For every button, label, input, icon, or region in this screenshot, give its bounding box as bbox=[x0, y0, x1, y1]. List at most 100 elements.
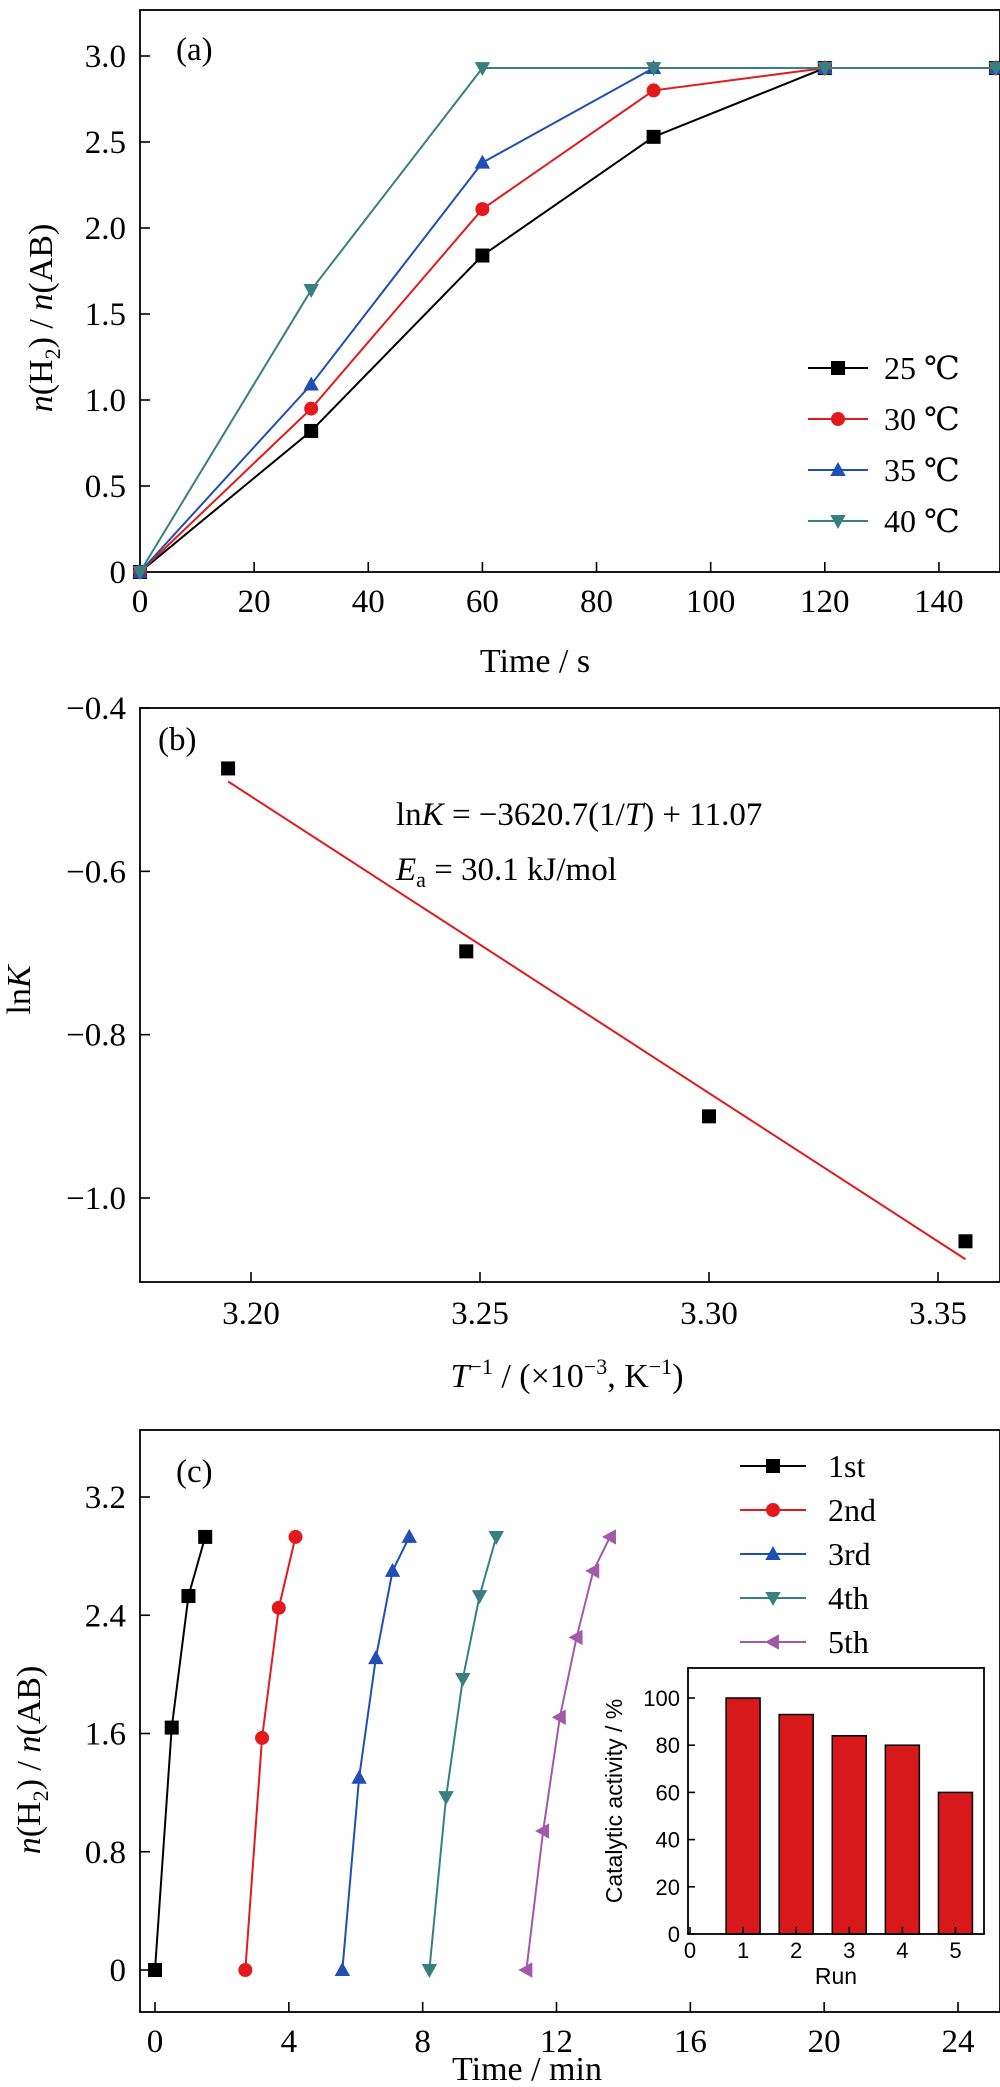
panel-c-inset-y-tick-label: 60 bbox=[656, 1780, 680, 1805]
panel-c-legend-marker-5 bbox=[764, 1634, 779, 1650]
panel-c-series-line-4 bbox=[428, 1536, 498, 1971]
panel-b-activation-energy: Ea = 30.1 kJ/mol bbox=[395, 852, 617, 892]
panel-c-inset-x-tick-label: 3 bbox=[843, 1938, 855, 1963]
panel-a-plot-frame bbox=[139, 9, 1000, 573]
panel-c-inset-x-tick-label: 1 bbox=[737, 1938, 749, 1963]
panel-c-series-3-point bbox=[401, 1528, 417, 1543]
panel-a-x-tick-label: 40 bbox=[352, 584, 385, 620]
panel-a-x-tick-label: 100 bbox=[686, 584, 736, 620]
panel-a-series-1-point bbox=[304, 423, 319, 438]
panel-c-xlabel: Time / min bbox=[452, 2051, 602, 2087]
panel-c-inset-x-tick-label: 0 bbox=[684, 1938, 696, 1963]
panel-a-series-line-1 bbox=[139, 67, 996, 573]
panel-a-series-4-point bbox=[303, 283, 319, 298]
panel-c-series-5-point bbox=[568, 1629, 583, 1646]
panel-c-legend-marker-3 bbox=[765, 1545, 781, 1560]
panel-a-legend-marker-2 bbox=[831, 412, 845, 426]
panel-a-x-tick-label: 20 bbox=[238, 584, 271, 620]
panel-c-inset-y-tick-label: 40 bbox=[656, 1828, 680, 1853]
panel-a-series-3-point bbox=[474, 154, 491, 169]
panel-a-series-4-point bbox=[132, 566, 148, 581]
panel-c-x-tick-label: 0 bbox=[147, 2024, 164, 2060]
panel-c-series-1-point bbox=[148, 1963, 162, 1977]
panel-a-x-tick-label: 0 bbox=[132, 584, 149, 620]
panel-a-legend-label-3: 35 ℃ bbox=[884, 452, 960, 488]
panel-c-y-tick-label: 3.2 bbox=[85, 1480, 126, 1516]
panel-a-y-tick-label: 3.0 bbox=[85, 39, 126, 75]
panel-a-y-tick-label: 1.5 bbox=[85, 297, 126, 333]
panel-a-label: (a) bbox=[176, 32, 213, 68]
panel-c-series-1-point bbox=[181, 1589, 196, 1604]
panel-b-series bbox=[221, 761, 973, 1261]
panel-a-legend-label-1: 25 ℃ bbox=[884, 350, 960, 386]
panel-b-x-tick-label: 3.35 bbox=[909, 1296, 967, 1332]
panel-c-x-tick-label: 8 bbox=[414, 2024, 431, 2060]
panel-c-inset-y-tick-label: 100 bbox=[643, 1686, 680, 1711]
panel-c-series-3-point bbox=[334, 1961, 351, 1976]
panel-a-series-line-4 bbox=[139, 67, 996, 573]
panel-b-data-point bbox=[702, 1109, 716, 1124]
panel-b-y-tick-label: −1.0 bbox=[66, 1181, 126, 1217]
panel-c-series-line-2 bbox=[244, 1536, 297, 1971]
panel-a-x-tick-label: 60 bbox=[466, 584, 499, 620]
panel-c-inset-bar-3 bbox=[831, 1735, 868, 1935]
panel-a-x-tick-label: 80 bbox=[580, 584, 613, 620]
panel-c-series-3-point bbox=[351, 1769, 367, 1784]
panel-a-series bbox=[132, 59, 1000, 581]
panel-c-series-1-point bbox=[164, 1720, 179, 1735]
panel-b-data-point bbox=[958, 1234, 973, 1249]
panel-c-label: (c) bbox=[176, 1454, 213, 1490]
panel-a-legend-marker-4 bbox=[830, 515, 846, 530]
panel-a-series-4-point bbox=[474, 62, 491, 77]
panel-c-y-tick-label: 0.8 bbox=[85, 1835, 126, 1871]
panel-a-y-tick-label: 2.5 bbox=[85, 125, 126, 161]
panel-c-legend-label-4: 4th bbox=[828, 1580, 869, 1616]
panel-a-legend-marker-1 bbox=[831, 361, 845, 375]
panel-c-series-line-5 bbox=[525, 1536, 611, 1971]
panel-c-series-4-point bbox=[421, 1964, 438, 1979]
panel-c-legend-label-3: 3rd bbox=[828, 1536, 871, 1572]
panel-b-y-tick-label: −0.4 bbox=[66, 691, 126, 727]
panel-c-inset-ylabel: Catalytic activity / % bbox=[601, 1699, 627, 1904]
panel-a-legend-label-2: 30 ℃ bbox=[884, 401, 960, 437]
panel-b-plot-frame bbox=[139, 707, 1000, 1283]
panel-c-plot-frame bbox=[139, 1429, 1000, 2013]
panel-c-series-5-point bbox=[601, 1529, 616, 1545]
panel-a-y-tick-label: 2.0 bbox=[85, 211, 126, 247]
panel-b-equation: lnK = −3620.7(1/T) + 11.07 bbox=[396, 797, 762, 833]
panel-a-y-tick-label: 0 bbox=[110, 555, 127, 591]
panel-c-x-tick-label: 24 bbox=[942, 2024, 975, 2060]
panel-a-series-2-point bbox=[475, 202, 490, 217]
panel-c-x-tick-label: 16 bbox=[674, 2024, 707, 2060]
panel-a-legend-marker-3 bbox=[830, 461, 846, 476]
panel-c-x-tick-label: 12 bbox=[540, 2024, 573, 2060]
panel-c-series-4-point bbox=[455, 1672, 471, 1687]
panel-b: 3.20 3.25 3.30 3.35 −1.0 −0.8 −0.6 −0.4 (b) lnK… bbox=[1, 691, 1000, 1395]
panel-a-legend-label-4: 40 ℃ bbox=[884, 503, 960, 539]
panel-c-series-5-point bbox=[518, 1962, 533, 1978]
panel-a-x-tick-label: 120 bbox=[800, 584, 850, 620]
panel-c-x-tick-label: 4 bbox=[281, 2024, 298, 2060]
panel-c-inset-bar-5 bbox=[937, 1791, 974, 1935]
panel-c-legend-label-1: 1st bbox=[828, 1448, 865, 1484]
panel-c-series-2-point bbox=[288, 1529, 303, 1544]
panel-a-series-2-point bbox=[304, 401, 319, 416]
panel-a-series-line-3 bbox=[139, 67, 996, 573]
panel-b-data-point bbox=[221, 761, 236, 776]
panel-c-inset-x-tick-label: 4 bbox=[896, 1938, 908, 1963]
panel-c-legend-marker-1 bbox=[766, 1459, 780, 1473]
panel-c-legend-marker-2 bbox=[766, 1503, 780, 1517]
panel-c-inset-x-tick-label: 2 bbox=[790, 1938, 802, 1963]
panel-a-legend: 25 ℃ 30 ℃ 35 ℃ 40 ℃ bbox=[808, 350, 960, 539]
panel-b-axes: 3.20 3.25 3.30 3.35 −1.0 −0.8 −0.6 −0.4 bbox=[66, 691, 1000, 1332]
panel-a-series-3-point bbox=[303, 376, 319, 391]
panel-c-inset-x-tick-label: 5 bbox=[949, 1938, 961, 1963]
panel-b-data-point bbox=[459, 944, 474, 959]
panel-c-legend-label-2: 2nd bbox=[828, 1492, 876, 1528]
panel-c-series-4-point bbox=[488, 1530, 504, 1545]
panel-a-series-1-point bbox=[646, 129, 661, 144]
panel-c-series-line-3 bbox=[341, 1536, 411, 1971]
panel-c-legend: 1st 2nd 3rd 4th 5th bbox=[740, 1448, 876, 1660]
panel-c-y-tick-label: 1.6 bbox=[85, 1717, 126, 1753]
panel-c-series-5-point bbox=[585, 1563, 600, 1579]
